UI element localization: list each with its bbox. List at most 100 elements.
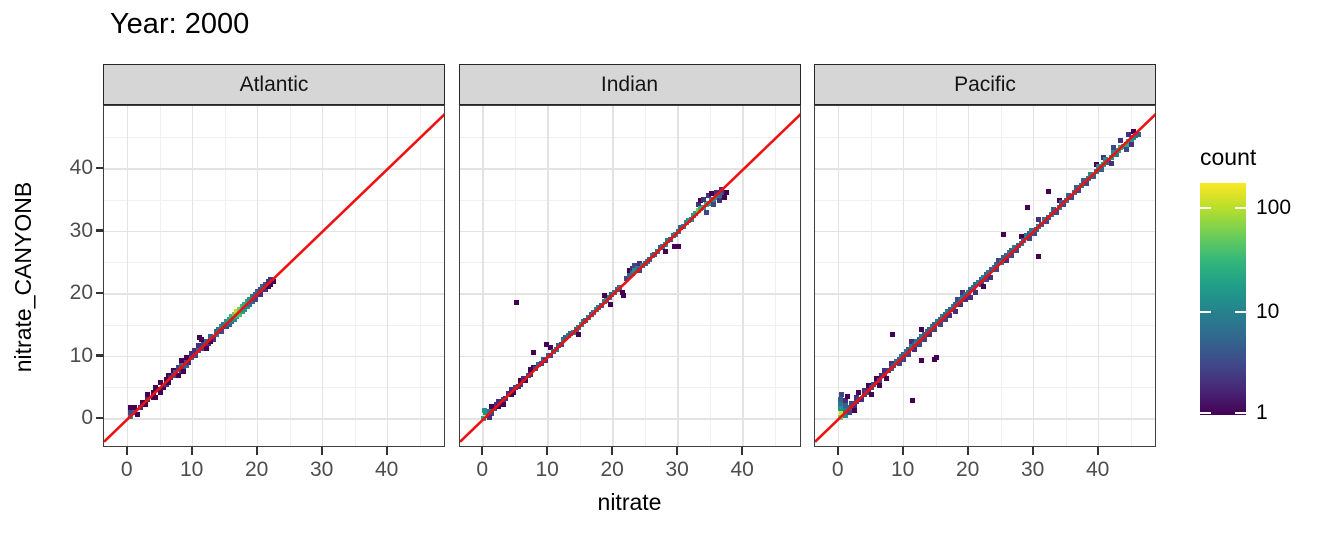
panel-gridlines (104, 106, 444, 446)
x-tick-mark (190, 447, 193, 455)
bin-tile (218, 329, 224, 334)
legend-tick-mark (1235, 310, 1246, 313)
bin-tile (543, 341, 549, 347)
bin-tile (1014, 247, 1020, 253)
minor-gridline (775, 106, 777, 446)
bin-tile (1056, 197, 1062, 203)
x-tick-mark (481, 447, 484, 455)
bin-tile (988, 274, 994, 280)
legend-colorbar (1200, 183, 1246, 415)
bin-tile (205, 340, 211, 346)
bin-tile (991, 264, 997, 270)
bin-tile (213, 329, 219, 334)
bin-tile (257, 286, 263, 292)
legend-tick-label: 1 (1256, 400, 1268, 424)
bin-tile (175, 365, 181, 371)
bin-tile (263, 286, 268, 292)
minor-gridline (815, 199, 1155, 201)
bin-tile (866, 383, 872, 389)
bin-tile (1053, 209, 1059, 215)
bin-tile (1029, 228, 1035, 234)
bin-tile (216, 326, 222, 332)
bin-tile (226, 316, 232, 322)
x-tick-mark (901, 447, 904, 455)
bin-tile (226, 321, 232, 327)
bin-tile (250, 299, 255, 304)
bin-tile (244, 299, 250, 304)
plot-title: Year: 2000 (110, 8, 250, 40)
major-gridline (104, 418, 444, 420)
x-tick-label: 20 (600, 458, 624, 481)
x-tick-mark (125, 447, 128, 455)
bin-tile (838, 392, 844, 398)
major-gridline (126, 106, 129, 446)
bin-tile (671, 244, 677, 249)
minor-gridline (419, 106, 421, 446)
bin-tile (239, 309, 245, 314)
bin-tile (626, 267, 632, 273)
bin-tile (237, 311, 242, 317)
bin-tile (221, 321, 227, 327)
major-gridline (482, 106, 484, 446)
bin-tile (932, 326, 938, 332)
bin-tile (896, 356, 902, 362)
bin-tile (224, 324, 229, 329)
bin-tile (879, 373, 885, 379)
bin-tile (548, 345, 554, 351)
legend-tick-mark (1200, 411, 1211, 414)
bin-tile (166, 379, 172, 385)
bin-tile (619, 289, 625, 295)
identity-line (459, 113, 800, 443)
bin-tile (845, 394, 851, 399)
y-tick-mark (96, 229, 103, 232)
bin-tile (703, 209, 709, 215)
major-gridline (104, 293, 444, 295)
bin-tile (1133, 133, 1139, 139)
bin-tile (1026, 230, 1032, 236)
minor-gridline (1000, 106, 1002, 446)
bin-tile (132, 404, 138, 410)
major-gridline (459, 293, 800, 295)
bin-tile (922, 331, 927, 337)
bin-tile (511, 389, 517, 395)
bin-tile (978, 282, 984, 288)
bin-tile (265, 284, 271, 289)
facet-strip-label: Pacific (954, 72, 1016, 96)
bin-tile (260, 284, 266, 289)
major-gridline (104, 230, 444, 233)
bin-tile (986, 269, 992, 275)
bin-tile (894, 359, 900, 364)
bin-tile (842, 412, 848, 418)
major-gridline (1032, 106, 1035, 446)
x-tick-label: 40 (375, 458, 399, 481)
minor-gridline (1065, 106, 1067, 446)
minor-gridline (104, 324, 444, 326)
bin-tile (972, 289, 978, 295)
bin-tile (268, 276, 274, 282)
minor-gridline (354, 106, 356, 446)
bin-tile (719, 192, 725, 198)
bin-tile (608, 301, 614, 307)
bin-tile (856, 389, 862, 395)
bin-tile (1123, 146, 1129, 152)
bin-tile (967, 294, 973, 300)
y-tick-mark (96, 166, 103, 170)
bin-tile (188, 350, 194, 356)
bin-tile (265, 279, 271, 284)
bin-tile (252, 291, 258, 297)
y-tick-mark (96, 354, 103, 357)
bin-tile (634, 265, 640, 271)
bin-tile (1003, 252, 1009, 258)
bin-tile (140, 399, 146, 405)
bin-tile (127, 409, 133, 415)
legend-tick-mark (1200, 207, 1211, 210)
bin-tile (629, 270, 635, 276)
bin-tile (508, 392, 514, 398)
minor-gridline (104, 262, 444, 264)
bin-tile (906, 351, 912, 357)
bin-tile (231, 316, 237, 322)
y-tick-label: 20 (69, 281, 93, 304)
y-tick-label: 10 (69, 343, 93, 367)
major-gridline (967, 106, 970, 446)
bin-tile (847, 410, 853, 416)
